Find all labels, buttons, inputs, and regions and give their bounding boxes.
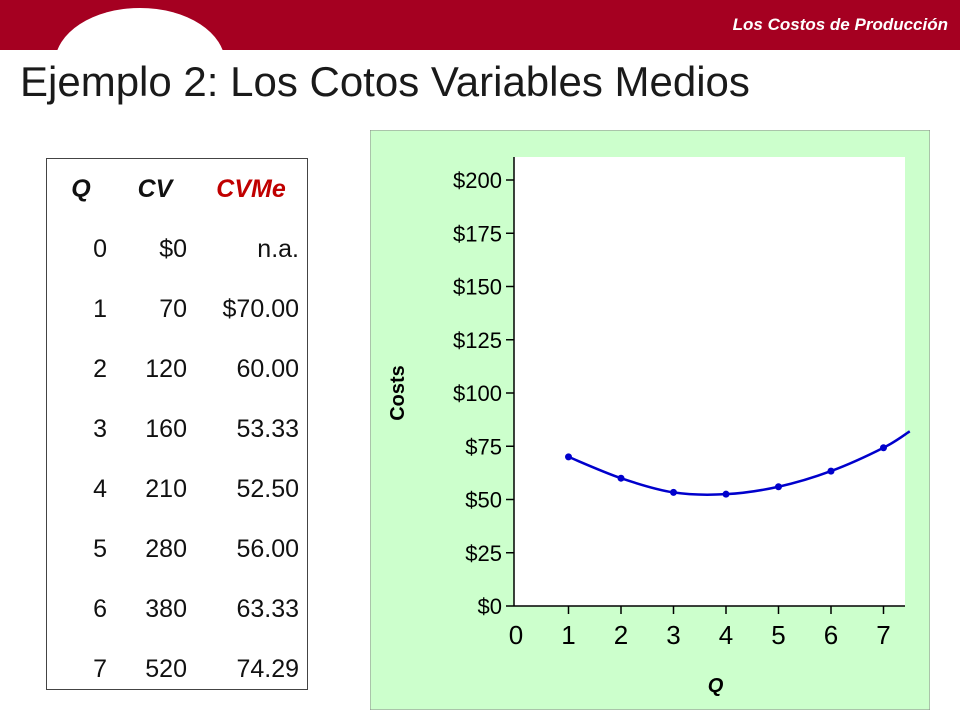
cell-cvme: 53.33 [236, 415, 299, 443]
table-row: 7 520 74.29 [47, 639, 307, 699]
cell-cv: 380 [145, 595, 187, 623]
x-tick-label: 3 [666, 620, 680, 650]
x-axis-label: Q [708, 675, 724, 697]
cvme-data-point [722, 490, 730, 498]
cell-cvme: 74.29 [236, 655, 299, 683]
cost-table: Q CV CVMe 0 $0 n.a. 1 70 $70.00 2 120 60.00 3 160 5… [46, 158, 308, 690]
cvme-data-point [670, 488, 677, 496]
cell-cvme: n.a. [257, 235, 299, 263]
cell-cv: 120 [145, 355, 187, 383]
x-tick-label: 0 [509, 620, 523, 650]
header-arc-decoration [55, 8, 225, 50]
cell-q: 0 [93, 235, 107, 263]
table-header-row: Q CV CVMe [47, 159, 307, 219]
y-tick-label: $200 [453, 168, 502, 193]
table-row: 0 $0 n.a. [47, 219, 307, 279]
cell-q: 7 [93, 655, 107, 683]
x-tick-label: 7 [876, 620, 890, 650]
x-tick-label: 2 [614, 620, 628, 650]
cell-q: 1 [93, 295, 107, 323]
cell-cvme: 63.33 [236, 595, 299, 623]
cell-cvme: 52.50 [236, 475, 299, 503]
cell-cv: 280 [145, 535, 187, 563]
cell-q: 6 [93, 595, 107, 623]
section-label: Los Costos de Producción [732, 15, 948, 34]
cvme-data-point [617, 474, 625, 482]
header-cv: CV [137, 175, 173, 203]
cell-q: 5 [93, 535, 107, 563]
x-tick-label: 5 [771, 620, 785, 650]
cost-chart-svg: $0 $25 $50 $75 $100 $125 $150 $175 $200 0 1 2 3 4 5 6 7 Q… [369, 129, 931, 711]
cvme-data-point [565, 453, 572, 461]
cell-cv: 70 [159, 295, 187, 323]
cvme-data-point [827, 467, 835, 475]
cost-chart: $0 $25 $50 $75 $100 $125 $150 $175 $200 0 1 2 3 4 5 6 7 Q… [369, 129, 931, 711]
plot-area [514, 157, 905, 606]
table-row: 2 120 60.00 [47, 339, 307, 399]
header-bar: Los Costos de Producción [0, 0, 960, 50]
cell-cvme: 56.00 [236, 535, 299, 563]
cell-cv: 210 [145, 475, 187, 503]
cvme-data-point [880, 444, 887, 452]
x-tick-label: 6 [824, 620, 838, 650]
table-row: 5 280 56.00 [47, 519, 307, 579]
cell-cv: 520 [145, 655, 187, 683]
cvme-data-point [775, 483, 782, 491]
cell-cvme: $70.00 [222, 295, 299, 323]
table-row: 6 380 63.33 [47, 579, 307, 639]
y-tick-label: $75 [465, 434, 502, 459]
y-tick-label: $150 [453, 275, 502, 300]
y-tick-label: $50 [465, 488, 502, 513]
header-cvme: CVMe [216, 175, 286, 203]
x-tick-label: 4 [719, 620, 733, 650]
y-tick-label: $175 [453, 221, 502, 246]
table-row: 3 160 53.33 [47, 399, 307, 459]
cell-cv: 160 [145, 415, 187, 443]
cell-q: 2 [93, 355, 107, 383]
cell-cvme: 60.00 [236, 355, 299, 383]
slide-title: Ejemplo 2: Los Cotos Variables Medios [20, 58, 750, 105]
y-tick-label: $0 [478, 594, 502, 619]
header-q: Q [71, 175, 91, 203]
cell-q: 3 [93, 415, 107, 443]
y-tick-label: $125 [453, 328, 502, 353]
table-row: 4 210 52.50 [47, 459, 307, 519]
cell-cv: $0 [159, 235, 187, 263]
y-tick-label: $25 [465, 541, 502, 566]
cvme-series-line [568, 430, 911, 496]
cell-q: 4 [93, 475, 107, 503]
y-tick-label: $100 [453, 381, 502, 406]
y-axis-label: Costs [387, 365, 409, 421]
table-row: 1 70 $70.00 [47, 279, 307, 339]
x-tick-label: 1 [561, 620, 575, 650]
